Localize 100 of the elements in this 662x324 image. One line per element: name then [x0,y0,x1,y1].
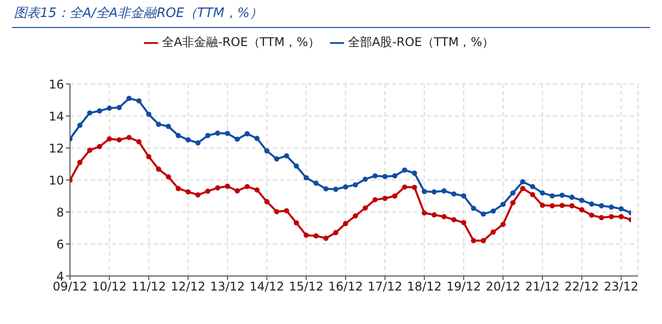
point [77,160,82,165]
point [136,139,142,144]
point [186,137,191,142]
point [382,174,388,180]
point [402,167,408,173]
point [224,184,230,189]
point [294,163,299,169]
point [480,211,486,217]
point [520,186,526,192]
y-tick-label: 10 [48,173,64,188]
point [215,130,220,136]
point [392,193,398,199]
point [254,187,260,193]
point [352,182,358,188]
point [323,186,328,192]
point [550,193,555,198]
point [540,202,546,208]
point [432,212,437,218]
point [461,220,466,226]
point [205,188,210,194]
point [500,222,506,227]
point [87,148,92,153]
point [195,192,201,198]
point [540,190,546,196]
point [422,188,427,194]
point [333,230,338,236]
point [461,193,466,198]
point [510,200,516,206]
x-tick-label: 18/12 [407,280,442,294]
x-tick-label: 21/12 [525,280,560,294]
y-tick-label: 8 [56,205,64,220]
point [156,166,162,172]
point [264,148,270,154]
y-tick-label: 16 [48,77,64,92]
x-tick-label: 15/12 [288,280,324,294]
point [490,229,496,235]
point [530,184,536,190]
point [342,184,348,190]
point [294,220,299,226]
point [234,188,240,194]
point [166,124,172,129]
point [126,96,132,101]
point [608,214,614,220]
point [244,131,250,136]
point [352,213,358,218]
x-tick-label: 17/12 [368,280,402,294]
point [234,136,240,142]
point [422,210,427,216]
point [402,184,408,190]
point [116,104,122,110]
point [470,206,476,211]
point [176,132,181,138]
point [195,140,201,146]
point [176,186,181,192]
x-tick-label: 10/12 [92,280,127,294]
point [589,212,594,218]
point [569,194,575,200]
point [490,208,496,214]
legend-label: 全A非金融-ROE（TTM，%） [162,35,320,49]
point [215,185,220,190]
point [412,170,418,176]
point [382,196,388,201]
point [254,136,260,141]
point [480,238,486,244]
point [470,238,476,244]
point [618,214,624,220]
point [372,197,378,202]
point [106,106,112,111]
point [598,215,604,220]
point [224,130,230,136]
point [589,201,594,207]
point [284,208,290,214]
line-series [70,96,631,217]
line-series [70,134,631,244]
point [96,144,102,150]
point [598,203,604,208]
point [412,184,418,190]
y-tick-label: 12 [48,141,64,156]
point [451,217,456,222]
point [560,202,565,208]
chart-title: 图表15：全A/全A非金融ROE（TTM，%） [14,5,263,22]
point [333,186,338,192]
point [441,188,447,194]
point [441,214,447,220]
point [323,236,328,241]
point [126,134,132,140]
x-tick-label: 09/12 [52,280,88,294]
point [96,108,102,114]
point [550,203,555,208]
point [166,174,172,180]
point [304,232,309,238]
point [569,203,575,208]
point [146,112,152,117]
point [186,189,191,194]
x-tick-label: 12/12 [170,280,206,294]
point [106,136,112,142]
legend-label: 全部A股-ROE（TTM，%） [348,35,494,49]
point [136,98,142,104]
point [274,156,280,162]
point [313,233,319,238]
